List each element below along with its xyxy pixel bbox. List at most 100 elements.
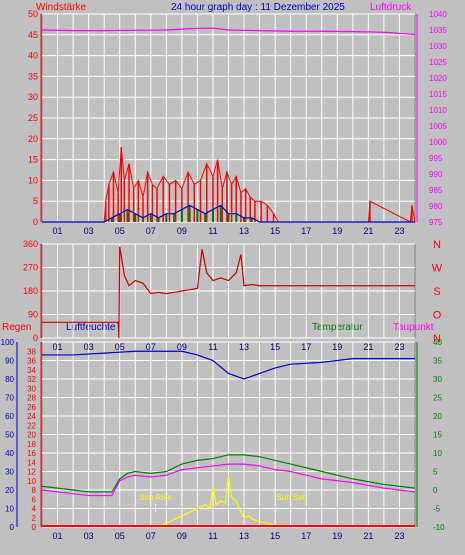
x-tick-label: 07 [146,342,156,352]
temperature-y-tick-label: 5 [433,468,438,477]
x-tick-label: 07 [146,226,156,236]
wind-y-tick-label: 20 [28,134,38,144]
x-tick-label: 11 [208,342,217,352]
rain-y-tick-label: 4 [32,505,37,514]
direction-y-tick-label: 90 [28,310,38,320]
grid-layer [41,13,416,528]
x-tick-label: 21 [363,531,373,541]
temperature-y-tick-label: 20 [433,412,442,421]
rain-y-tick-label: 24 [27,412,36,421]
x-tick-label: 15 [270,226,280,236]
taupunkt-label: Taupunkt [393,322,434,333]
rain-y-tick-label: 38 [27,347,36,356]
pressure-line [41,27,416,36]
rain-y-tick-label: 34 [27,366,36,375]
direction-y-tick-label: 180 [23,286,38,296]
rain-y-tick-label: 30 [27,384,36,393]
humidity-y-tick-label: 10 [5,505,14,514]
pressure-y-tick-label: 1030 [429,42,447,51]
humidity-y-tick-label: 40 [5,449,14,458]
wind-y-tick-label: 35 [28,71,38,81]
sun-set-label: Sun Set [276,493,305,502]
humidity-y-tick-label: 100 [1,338,15,347]
rain-y-tick-label: 2 [32,514,37,523]
humidity-y-tick-label: 0 [10,523,15,532]
rain-y-tick-label: 6 [32,495,37,504]
x-tick-label: 21 [363,342,373,352]
rain-y-tick-label: 22 [27,421,36,430]
wind-y-tick-label: 25 [28,113,38,123]
humidity-y-tick-label: 90 [5,357,14,366]
temperature-y-tick-label: 0 [433,486,438,495]
temperature-y-tick-label: -5 [433,505,441,514]
pressure-y-tick-label: 1035 [429,26,447,35]
temperature-y-tick-label: 30 [433,375,442,384]
humidity-line [42,350,415,380]
dewpoint-line [41,463,416,497]
x-tick-label: 05 [115,342,125,352]
x-tick-label: 19 [332,531,342,541]
pressure-y-tick-label: 985 [429,186,443,195]
pressure-y-tick-label: 1040 [429,10,447,19]
x-tick-label: 15 [270,342,280,352]
x-tick-label: 13 [239,342,249,352]
rain-y-tick-label: 16 [27,449,36,458]
rain-y-tick-label: 12 [27,468,36,477]
x-tick-label: 17 [301,531,311,541]
x-tick-label: 19 [332,226,342,236]
x-tick-label: 23 [394,226,404,236]
wind-mean-line [42,204,415,223]
chart-title: 24 hour graph day : 11 Dezember 2025 [171,2,345,13]
rain-y-tick-label: 10 [27,477,36,486]
series-layer [41,27,416,528]
sun-rise-label: Sun Rise [139,493,172,502]
temperature-y-tick-label: 25 [433,394,442,403]
rain-y-tick-label: 32 [27,375,36,384]
temperature-y-tick-label: -10 [433,523,445,532]
x-tick-label: 13 [239,226,249,236]
rain-y-tick-label: 26 [27,403,36,412]
wind-gust-line [42,147,416,223]
x-tick-label: 09 [177,342,187,352]
temperature-line [41,454,416,493]
x-tick-label: 15 [270,531,280,541]
compass-label: O [433,310,442,322]
x-tick-label: 01 [53,226,63,236]
x-tick-label: 01 [53,531,63,541]
x-tick-label: 19 [332,342,342,352]
solar-line [155,475,284,528]
x-tick-label: 05 [115,531,125,541]
rain-y-tick-label: 8 [32,486,37,495]
temperature-y-tick-label: 10 [433,449,442,458]
wind-y-tick-label: 40 [28,51,38,61]
compass-label: S [433,286,440,298]
pressure-y-tick-label: 975 [429,218,443,227]
regen-label: Regen [2,322,31,333]
x-tick-label: 03 [84,226,94,236]
wind-y-tick-label: 15 [28,155,38,165]
rain-y-tick-label: 18 [27,440,36,449]
pressure-y-tick-label: 990 [429,170,443,179]
x-tick-label: 11 [208,226,217,236]
pressure-y-tick-label: 995 [429,154,443,163]
humidity-y-tick-label: 60 [5,412,14,421]
humidity-y-tick-label: 70 [5,394,14,403]
pressure-y-tick-label: 1000 [429,138,447,147]
x-tick-label: 03 [84,531,94,541]
rain-y-tick-label: 36 [27,357,36,366]
wind-y-tick-label: 50 [28,9,38,19]
x-tick-label: 13 [239,531,249,541]
pressure-y-tick-label: 1025 [429,58,447,67]
temperature-y-tick-label: 35 [433,357,442,366]
x-tick-label: 09 [177,226,187,236]
x-tick-label: 07 [146,531,156,541]
wind-y-tick-label: 5 [33,196,38,206]
rain-y-tick-label: 0 [32,523,37,532]
temperature-y-tick-label: 15 [433,431,442,440]
direction-y-tick-label: 0 [33,333,38,343]
direction-y-tick-label: 270 [23,263,38,273]
x-tick-label: 23 [394,531,404,541]
